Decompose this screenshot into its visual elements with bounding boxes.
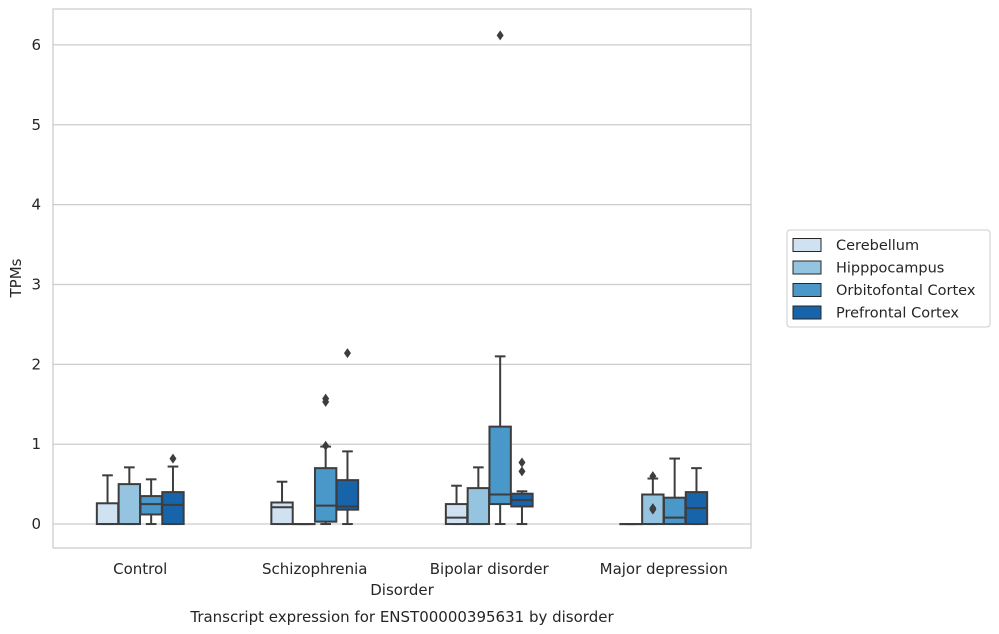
legend-swatch-orbitofontal-cortex	[792, 283, 822, 297]
plot-area	[53, 9, 751, 548]
legend-label-orbitofontal-cortex: Orbitofontal Cortex	[836, 283, 976, 299]
box-body	[270, 501, 294, 526]
box-body	[161, 491, 185, 526]
box-schizophrenia-prefrontal-cortex	[335, 348, 360, 526]
y-tick-label: 0	[31, 515, 41, 533]
x-tick-label-control: Control	[113, 560, 167, 578]
box-body	[117, 483, 142, 526]
box-major-depression-prefrontal-cortex	[684, 467, 709, 526]
y-axis-label: TPMs	[7, 258, 25, 298]
box-body	[95, 502, 120, 526]
box-control-prefrontal-cortex	[161, 453, 185, 526]
legend-swatch-cerebellum	[792, 238, 822, 252]
legend-label-cerebellum: Cerebellum	[836, 238, 919, 254]
box-body	[466, 487, 491, 526]
x-tick-label-bipolar-disorder: Bipolar disorder	[430, 560, 550, 578]
x-axis-label: Disorder	[370, 581, 434, 599]
chart-title: Transcript expression for ENST0000039563…	[189, 608, 614, 626]
outlier-point	[343, 348, 351, 359]
outlier-point	[518, 457, 526, 468]
outlier-point	[322, 396, 330, 407]
y-tick-label: 4	[31, 196, 41, 214]
box-bipolar-disorder-prefrontal-cortex	[510, 457, 534, 526]
y-tick-labels: 0 1 2 3 4 5 6	[31, 36, 41, 533]
box-major-depression-hipppocampus	[641, 471, 665, 526]
box-bipolar-disorder-hipppocampus	[466, 466, 491, 526]
box-series	[95, 30, 709, 526]
legend-swatch-hipppocampus	[792, 260, 822, 275]
legend-label-hipppocampus: Hipppocampus	[836, 261, 944, 277]
y-tick-label: 6	[31, 36, 41, 54]
box-control-cerebellum	[95, 474, 120, 526]
y-tick-label: 2	[31, 355, 41, 373]
legend: Cerebellum Hipppocampus Orbitofontal Corte…	[786, 229, 991, 328]
legend-label-prefrontal-cortex: Prefrontal Cortex	[836, 306, 959, 322]
box-control-hipppocampus	[117, 466, 142, 526]
outlier-point	[169, 453, 177, 464]
y-tick-label: 5	[31, 116, 41, 134]
box-body	[488, 425, 512, 506]
y-tick-label: 1	[31, 435, 41, 453]
box-bipolar-disorder-orbitofontal-cortex	[488, 30, 512, 526]
box-major-depression-orbitofontal-cortex	[662, 457, 687, 526]
outlier-point	[649, 471, 657, 482]
box-control-orbitofontal-cortex	[139, 478, 163, 526]
legend-frame	[786, 229, 991, 328]
box-body	[313, 467, 338, 523]
legend-swatch-prefrontal-cortex	[792, 305, 822, 320]
x-tick-labels: Control Schizophrenia Bipolar disorder Majo…	[113, 560, 728, 578]
x-tick-label-major-depression: Major depression	[600, 560, 728, 578]
outlier-point	[518, 466, 526, 477]
plot-frame	[52, 8, 752, 549]
y-tick-label: 3	[31, 275, 41, 293]
box-schizophrenia-cerebellum	[270, 480, 294, 526]
outlier-point	[496, 30, 504, 41]
box-body	[444, 503, 469, 526]
box-body	[662, 496, 687, 526]
outlier-point	[649, 504, 657, 515]
box-body	[139, 495, 163, 516]
x-tick-label-schizophrenia: Schizophrenia	[262, 560, 367, 578]
y-gridlines	[53, 44, 751, 525]
box-body	[335, 479, 360, 511]
outlier-point	[322, 440, 330, 451]
